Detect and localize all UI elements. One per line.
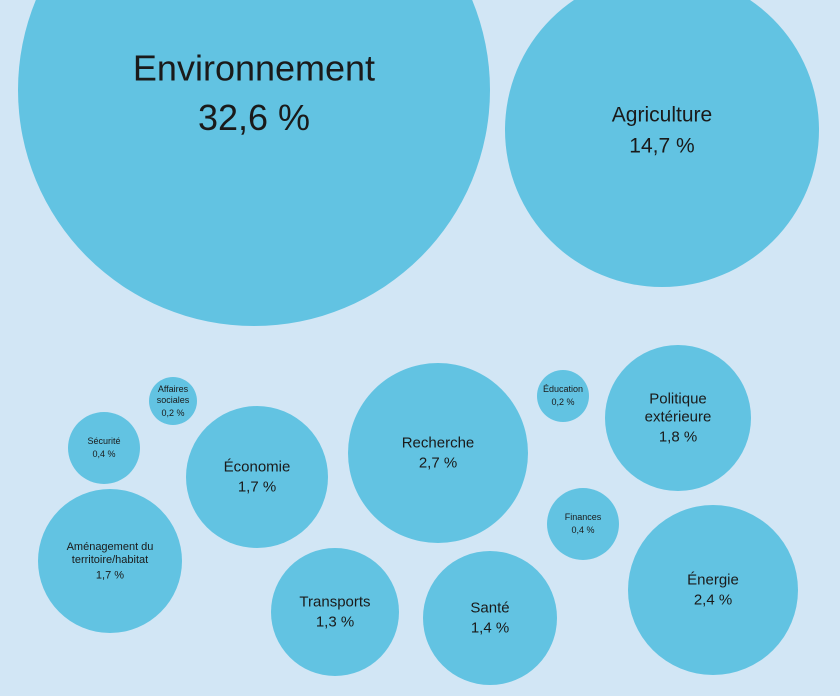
bubble-label-recherche: Recherche bbox=[402, 434, 475, 451]
bubble-circle-agriculture bbox=[505, 0, 819, 287]
bubble-circle-education bbox=[537, 370, 589, 422]
bubble-value-amenagement-du-territoire-habitat: 1,7 % bbox=[96, 569, 124, 581]
bubble-value-education: 0,2 % bbox=[551, 397, 574, 407]
bubble-circle-finances bbox=[547, 488, 619, 560]
bubble-value-sante: 1,4 % bbox=[471, 619, 509, 636]
bubble-value-finances: 0,4 % bbox=[571, 525, 594, 535]
bubble-education: Éducation 0,2 % bbox=[537, 370, 589, 422]
bubble-transports: Transports 1,3 % bbox=[271, 548, 399, 676]
bubble-circle-recherche bbox=[348, 363, 528, 543]
bubble-label-agriculture: Agriculture bbox=[612, 103, 712, 126]
bubble-agriculture: Agriculture 14,7 % bbox=[505, 0, 819, 287]
bubble-value-environnement: 32,6 % bbox=[198, 97, 310, 138]
bubble-value-recherche: 2,7 % bbox=[419, 454, 457, 471]
bubble-circle-amenagement-du-territoire-habitat bbox=[38, 489, 182, 633]
bubble-sante: Santé 1,4 % bbox=[423, 551, 557, 685]
bubble-value-politique-exterieure: 1,8 % bbox=[659, 428, 697, 445]
bubble-energie: Énergie 2,4 % bbox=[628, 505, 798, 675]
bubble-value-transports: 1,3 % bbox=[316, 613, 354, 630]
bubble-label-affaires-sociales: Affaires sociales bbox=[157, 384, 190, 405]
bubble-value-agriculture: 14,7 % bbox=[629, 135, 694, 158]
bubble-politique-exterieure: Politique extérieure 1,8 % bbox=[605, 345, 751, 491]
bubble-label-sante: Santé bbox=[470, 599, 509, 616]
bubble-circle-environnement bbox=[18, 0, 490, 326]
bubble-circle-securite bbox=[68, 412, 140, 484]
bubble-circle-affaires-sociales bbox=[149, 377, 197, 425]
bubble-amenagement-du-territoire-habitat: Aménagement du territoire/habitat 1,7 % bbox=[38, 489, 182, 633]
bubble-label-amenagement-du-territoire-habitat: Aménagement du territoire/habitat bbox=[67, 541, 154, 566]
bubble-label-transports: Transports bbox=[299, 593, 370, 610]
bubble-finances: Finances 0,4 % bbox=[547, 488, 619, 560]
bubble-label-environnement: Environnement bbox=[133, 48, 375, 89]
bubble-circle-politique-exterieure bbox=[605, 345, 751, 491]
bubble-circle-sante bbox=[423, 551, 557, 685]
bubble-label-politique-exterieure: Politique extérieure bbox=[645, 390, 712, 425]
bubble-circle-transports bbox=[271, 548, 399, 676]
bubble-label-energie: Énergie bbox=[687, 571, 739, 588]
bubble-value-securite: 0,4 % bbox=[92, 449, 115, 459]
bubble-value-affaires-sociales: 0,2 % bbox=[161, 408, 184, 418]
bubble-value-energie: 2,4 % bbox=[694, 591, 732, 608]
bubble-affaires-sociales: Affaires sociales 0,2 % bbox=[149, 377, 197, 425]
bubble-circle-economie bbox=[186, 406, 328, 548]
bubble-environnement: Environnement 32,6 % bbox=[18, 0, 490, 326]
bubble-label-economie: Économie bbox=[224, 458, 291, 475]
bubble-circle-energie bbox=[628, 505, 798, 675]
bubble-label-securite: Sécurité bbox=[87, 436, 120, 446]
bubble-value-economie: 1,7 % bbox=[238, 478, 276, 495]
bubble-label-finances: Finances bbox=[565, 512, 602, 522]
bubble-recherche: Recherche 2,7 % bbox=[348, 363, 528, 543]
bubble-economie: Économie 1,7 % bbox=[186, 406, 328, 548]
bubble-securite: Sécurité 0,4 % bbox=[68, 412, 140, 484]
bubble-label-education: Éducation bbox=[543, 384, 583, 394]
